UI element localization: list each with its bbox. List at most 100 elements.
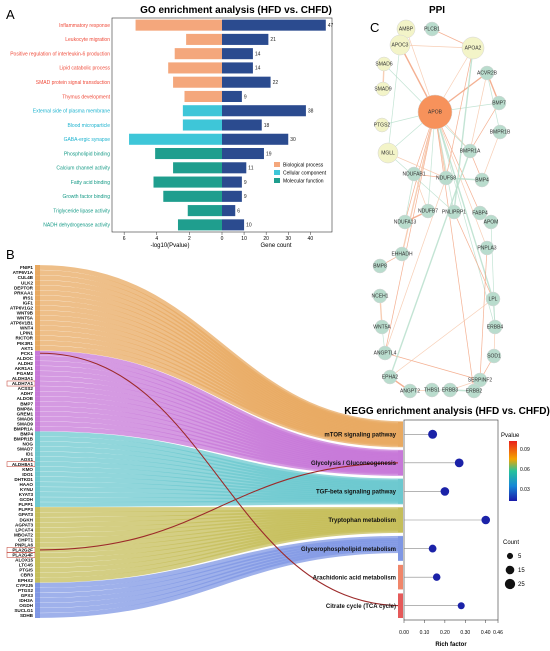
go-logp-bar (155, 148, 222, 160)
ppi-edge (389, 298, 494, 378)
sankey-highlight-flow (39, 462, 404, 551)
gene-label: ALDH2 (18, 361, 34, 366)
gene-color-tag (35, 582, 40, 588)
colorbar-tick-label: 0.03 (520, 487, 530, 493)
gene-color-tag (35, 285, 40, 291)
gene-color-tag (35, 567, 40, 573)
gene-label: AOX1 (20, 457, 33, 462)
kegg-dot (428, 544, 437, 553)
go-term-label: External side of plasma membrane (33, 109, 110, 115)
gene-color-tag (35, 486, 40, 492)
ppi-node-label: SERPINF2 (468, 378, 493, 384)
ppi-node-label: LPL (489, 297, 498, 303)
gene-label: CUL4B (18, 275, 34, 280)
ppi-node-circle (375, 81, 391, 97)
kegg-dot (440, 487, 450, 496)
ppi-node: BMP7 (491, 95, 507, 111)
ppi-node: THBS1 (424, 382, 440, 398)
size-legend-label: 15 (518, 568, 525, 574)
gene-color-tag (35, 421, 40, 427)
panel-label-b: B (6, 247, 15, 262)
go-legend-label: Cellular component (283, 171, 327, 177)
gene-color-tag (35, 537, 40, 543)
sankey-pathway-bar (398, 422, 403, 447)
go-logp-bar (163, 190, 222, 202)
gene-color-tag (35, 461, 40, 467)
go-logp-bar (177, 219, 222, 231)
kegg-x-tick-label: 0.46 (493, 630, 503, 636)
ppi-node-circle (466, 383, 482, 399)
ppi-node-label: BMPR1A (460, 149, 481, 155)
gene-label: PTGIS (19, 568, 33, 573)
ppi-node: APOC3 (389, 34, 411, 56)
go-count-label: 47 (328, 23, 334, 29)
ppi-node-label: WNT5A (373, 325, 391, 331)
gene-color-tag (35, 587, 40, 593)
ppi-edge (434, 111, 488, 249)
gene-color-tag (35, 320, 40, 326)
ppi-node-label: MGLL (381, 151, 395, 157)
gene-label: ALDOC (17, 356, 34, 361)
gene-label: ADH7 (20, 391, 33, 396)
gene-label: DHTKD1 (14, 477, 33, 482)
ppi-node-label: BMP7 (492, 101, 506, 107)
kegg-x-tick-label: 0.00 (399, 630, 409, 636)
gene-label: DEPTOR (14, 285, 34, 290)
gene-color-tag (35, 471, 40, 477)
ppi-title: PPI (429, 5, 445, 16)
go-legend-swatch (274, 178, 280, 183)
gene-color-tag (35, 517, 40, 523)
kegg-dot (481, 515, 491, 525)
go-term-labels: Inflammatory response Leukocyte migration… (10, 23, 110, 229)
go-term-label: SMAD protein signal transduction (36, 80, 110, 86)
go-term-label: Blood microparticle (67, 123, 110, 129)
ppi-edge (401, 111, 436, 255)
go-term-label: NADH dehydrogenase activity (43, 223, 110, 229)
ppi-node-label: ANGPT2 (400, 389, 420, 395)
ppi-edge (481, 131, 501, 181)
ppi-node: ERBB4 (487, 319, 503, 335)
gene-label: IDH3A (19, 598, 33, 603)
gene-color-tag (35, 577, 40, 583)
go-xlabel-left: -log10(Pvalue) (150, 243, 189, 249)
pathway-label: Tryptophan metabolism (328, 518, 396, 524)
gene-label: PTGS2 (18, 588, 34, 593)
go-term-label: Triglyceride lipase activity (53, 208, 110, 214)
go-count-bar (222, 76, 271, 88)
ppi-edge (387, 152, 447, 179)
gene-color-tag (35, 431, 40, 437)
gene-color-tag (35, 375, 40, 381)
ppi-node-circle (397, 214, 413, 230)
pathway-label: TGF-beta signaling pathway (316, 490, 397, 496)
ppi-node-label: THBS1 (424, 388, 440, 394)
go-count-label: 38 (308, 109, 314, 115)
go-legend-label: Biological process (283, 163, 324, 169)
ppi-node: FABP4 (472, 205, 488, 221)
kegg-dots (404, 429, 491, 610)
ppi-node: LPL (485, 291, 501, 307)
gene-label: ATP6V1A (13, 270, 34, 275)
gene-label: AKT1 (21, 346, 33, 351)
gene-color-tag (35, 527, 40, 533)
gene-color-tag (35, 562, 40, 568)
gene-color-tag (35, 607, 40, 613)
ppi-node-circle (474, 172, 490, 188)
gene-label: LPIN1 (20, 331, 33, 336)
go-count-bar (222, 48, 253, 60)
size-legend-dot (505, 565, 515, 575)
pathway-label: Glycolysis / Gluconeogenesis (311, 461, 397, 467)
ppi-node-circle (389, 34, 411, 56)
go-logp-bar (173, 162, 222, 174)
go-logp-bar (182, 105, 222, 117)
colorbar-ticks: 0.09 0.06 0.03 (520, 447, 530, 493)
ppi-edge (404, 173, 415, 223)
gene-color-tag (35, 350, 40, 356)
ppi-node-circle (438, 170, 454, 186)
gene-label: PLA2G2F (12, 548, 33, 553)
go-term-label: Growth factor binding (62, 194, 110, 200)
ppi-node-circle (492, 124, 508, 140)
go-count-bar (222, 162, 247, 174)
gene-color-tag (35, 330, 40, 336)
go-count-label: 6 (237, 208, 240, 214)
